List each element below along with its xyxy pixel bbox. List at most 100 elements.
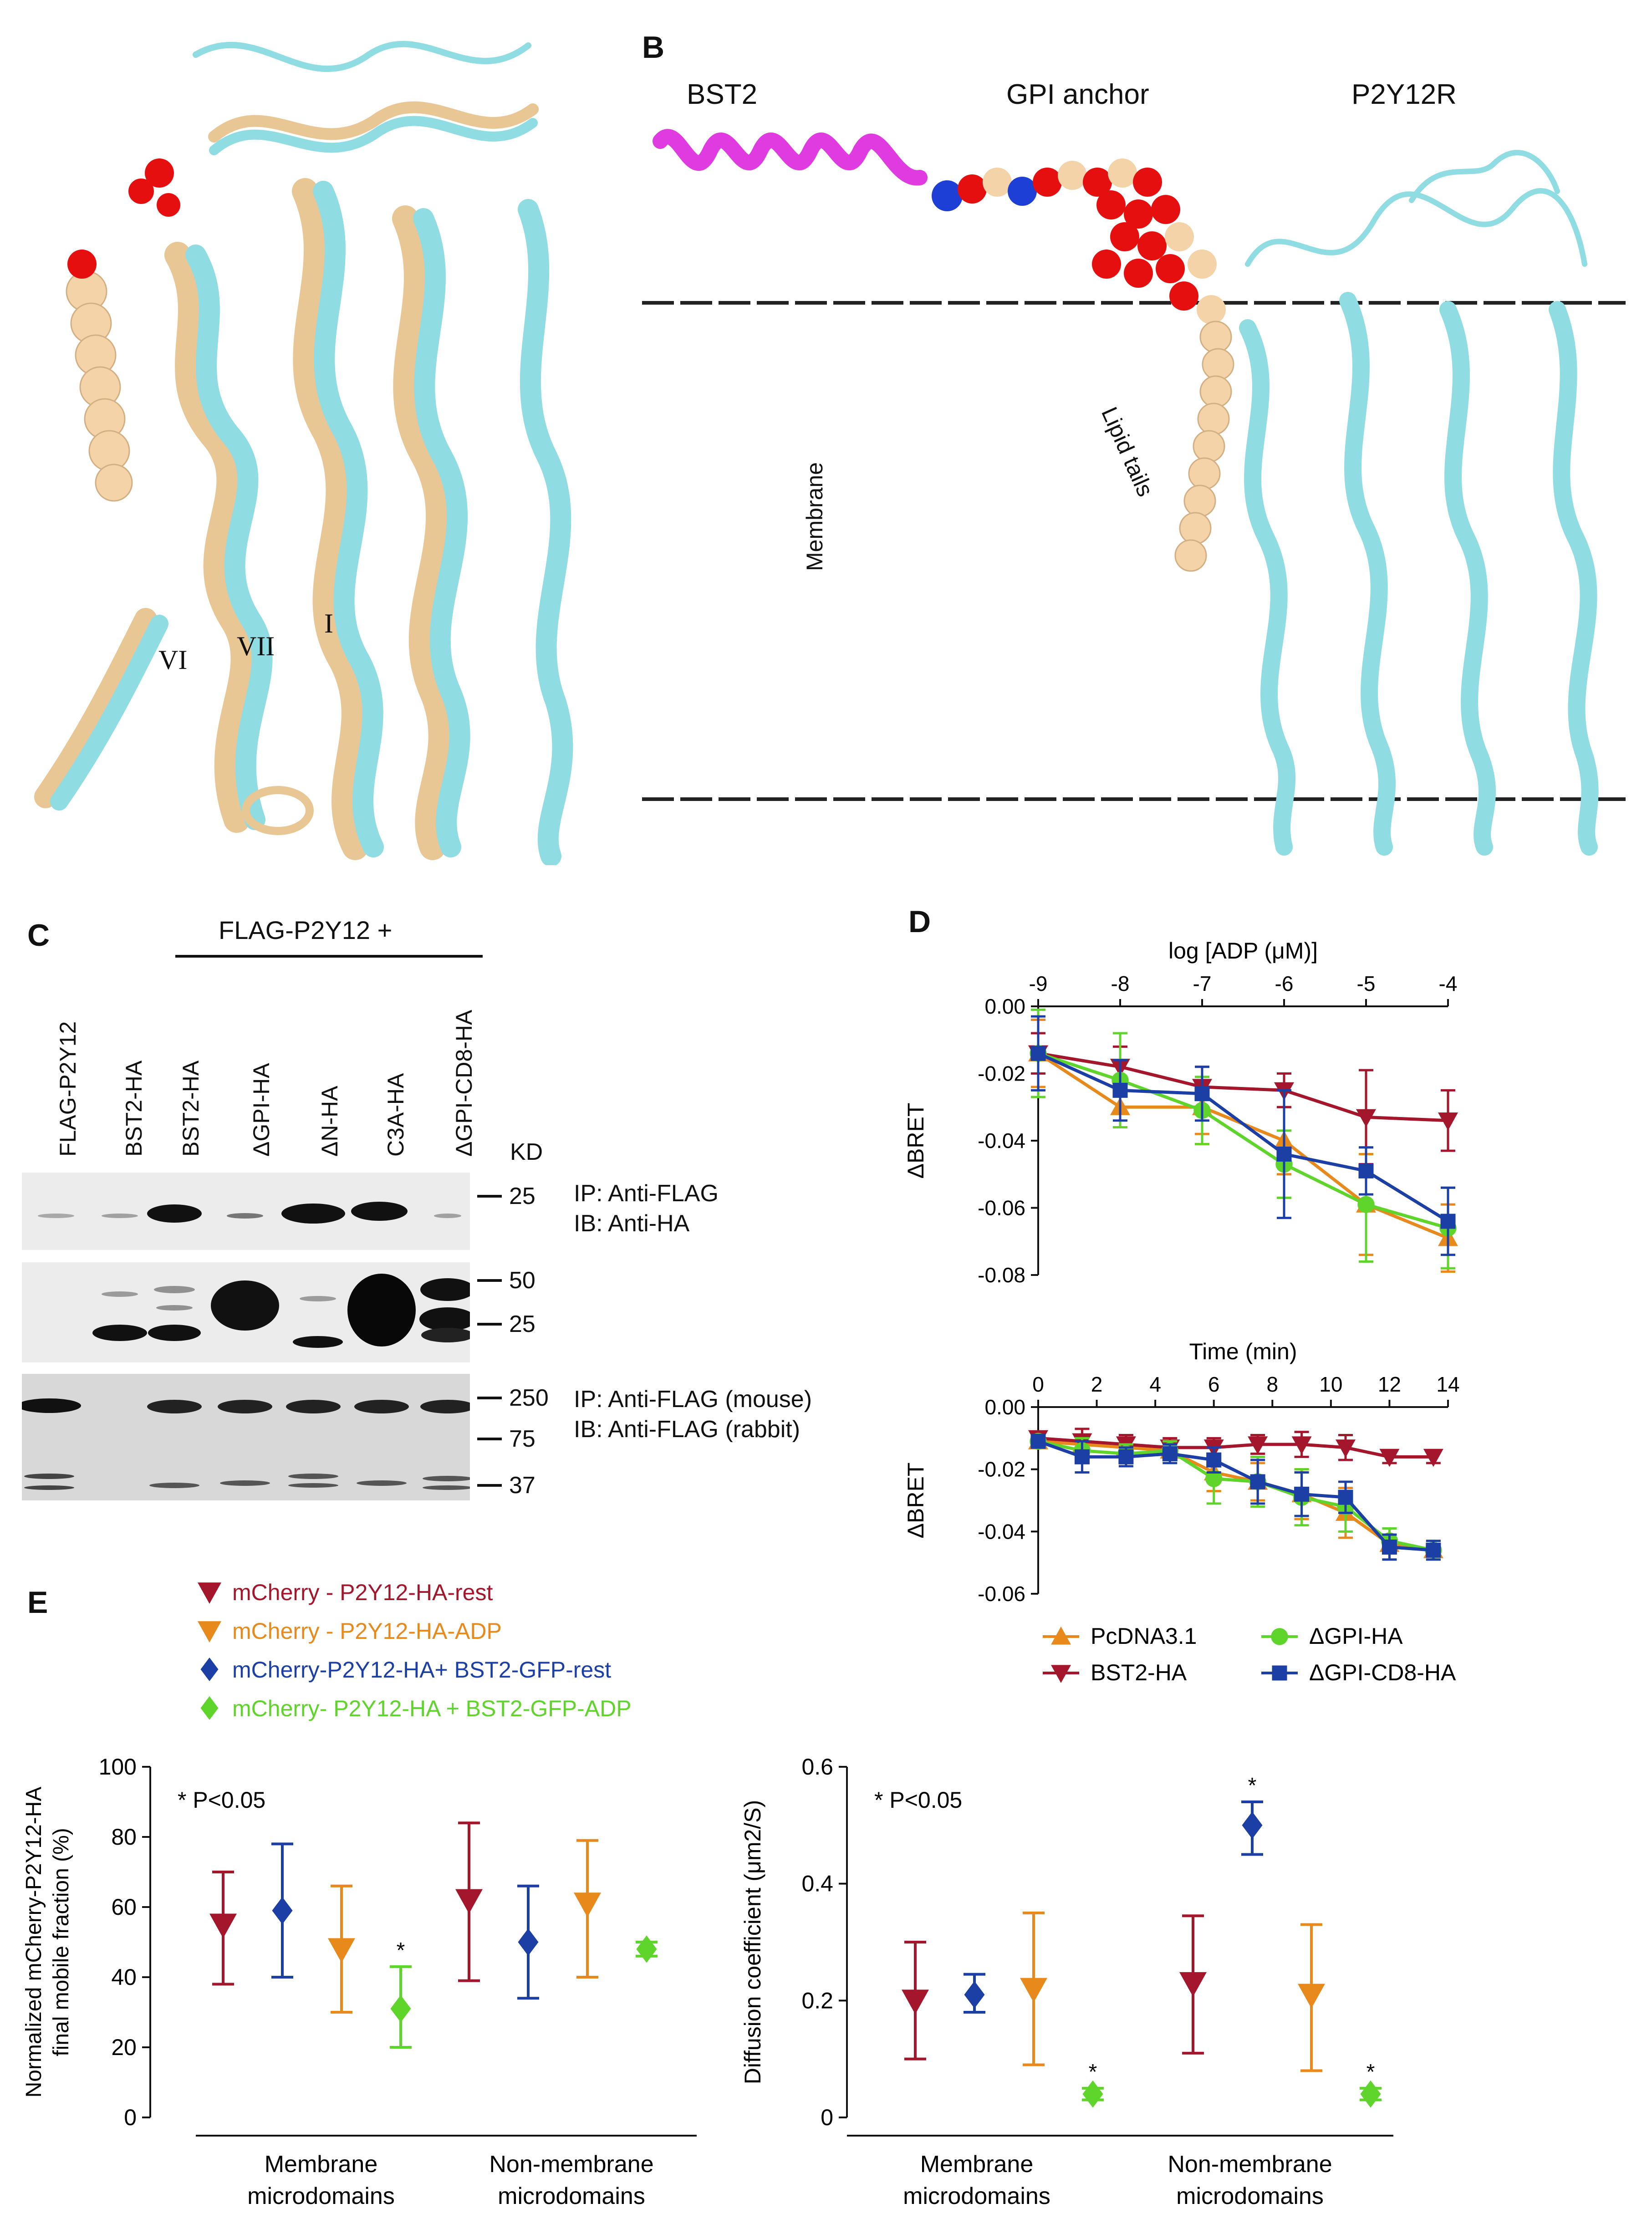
data-point xyxy=(209,1913,237,1938)
group-label: microdomains xyxy=(247,2183,395,2209)
panel-c-letter: C xyxy=(27,918,50,953)
y-tick-label: -0.02 xyxy=(978,1458,1025,1481)
blot-lysate-ha xyxy=(22,1262,476,1362)
legend-label: mCherry - P2Y12-HA-rest xyxy=(232,1580,493,1605)
data-point xyxy=(1250,1474,1265,1489)
data-point xyxy=(1248,1436,1268,1454)
legend-label: ΔGPI-HA xyxy=(1309,1623,1403,1649)
data-point xyxy=(1074,1449,1090,1464)
data-point xyxy=(964,1981,985,2009)
data-point xyxy=(390,1995,411,2023)
y-tick-label: -0.08 xyxy=(978,1263,1025,1287)
blot-ip-flag-ib-flag xyxy=(17,1374,475,1500)
data-point xyxy=(1179,1972,1207,1997)
blot3-ib-line: IB: Anti-FLAG (rabbit) xyxy=(574,1416,801,1443)
lane-label: ΔGPI-HA xyxy=(249,1063,274,1157)
data-point xyxy=(1357,1196,1375,1213)
kd-tick xyxy=(477,1397,502,1399)
data-point xyxy=(1162,1446,1178,1461)
data-point xyxy=(1112,1082,1128,1098)
y-tick-label: -0.04 xyxy=(978,1520,1025,1543)
y-tick-label: 60 xyxy=(111,1894,137,1920)
lane-label: FLAG-P2Y12 xyxy=(55,1021,81,1157)
membrane-label: Membrane xyxy=(802,462,827,571)
y-tick-label: -0.02 xyxy=(978,1062,1025,1086)
x-tick-label: 2 xyxy=(1091,1372,1103,1396)
data-point xyxy=(1082,2080,1103,2108)
legend-label: ΔGPI-CD8-HA xyxy=(1309,1660,1456,1685)
kd-label-value: 37 xyxy=(509,1472,535,1499)
y-tick-label: 0 xyxy=(821,2105,833,2130)
y-tick-label: 20 xyxy=(111,2035,137,2060)
helix-label-i: I xyxy=(324,608,333,638)
x-tick-label: -7 xyxy=(1193,972,1212,995)
data-point xyxy=(1030,1046,1046,1061)
blot1-ib-line: IB: Anti-HA xyxy=(574,1210,690,1237)
x-tick-label: -5 xyxy=(1357,972,1376,995)
panel-d-letter: D xyxy=(908,904,931,939)
y-axis-title: ΔBRET xyxy=(903,1463,928,1539)
data-point xyxy=(1291,1436,1312,1454)
series-line xyxy=(1038,1439,1434,1552)
legend-marker xyxy=(200,1696,219,1720)
kd-label-value: 25 xyxy=(509,1311,535,1337)
x-tick-label: 6 xyxy=(1208,1372,1220,1396)
y-tick-label: -0.06 xyxy=(978,1582,1025,1606)
legend-label: mCherry - P2Y12-HA-ADP xyxy=(232,1618,502,1644)
data-point xyxy=(1438,1112,1458,1131)
data-point xyxy=(1030,1433,1046,1449)
kd-label: KD xyxy=(510,1139,543,1165)
x-tick-label: 0 xyxy=(1032,1372,1044,1396)
kd-tick xyxy=(477,1195,502,1198)
panel-a-structure-image xyxy=(23,0,601,865)
group-label: microdomains xyxy=(1176,2183,1324,2209)
y-tick-label: 100 xyxy=(99,1754,137,1780)
x-tick-label: 12 xyxy=(1378,1372,1401,1396)
legend-marker xyxy=(198,1621,221,1642)
lane-label: BST2-HA xyxy=(121,1060,147,1157)
series-line xyxy=(1037,1439,1434,1552)
kd-label-value: 250 xyxy=(509,1385,549,1411)
significance-star: * xyxy=(1089,2060,1097,2084)
data-point xyxy=(518,1928,539,1956)
series-line xyxy=(1038,1436,1433,1459)
x-tick-label: 8 xyxy=(1266,1372,1278,1396)
y-tick-label: 0.4 xyxy=(801,1871,833,1897)
y-tick-label: 80 xyxy=(111,1824,137,1850)
group-label: Non-membrane xyxy=(1168,2151,1332,2178)
data-point xyxy=(1276,1147,1292,1162)
data-point xyxy=(1242,1811,1263,1839)
data-point xyxy=(574,1892,601,1918)
group-label: Membrane xyxy=(265,2151,378,2178)
legend-marker xyxy=(1051,1665,1071,1683)
legend-marker xyxy=(1271,1628,1288,1645)
legend-marker xyxy=(1051,1627,1071,1645)
data-point xyxy=(1205,1470,1223,1487)
y-axis-title: ΔBRET xyxy=(903,1103,928,1179)
lane-label: C3A-HA xyxy=(383,1073,408,1157)
data-point xyxy=(1020,1978,1047,2003)
y-tick-label: 0.6 xyxy=(801,1754,833,1780)
data-point xyxy=(328,1938,355,1963)
data-point xyxy=(1294,1486,1310,1502)
data-point xyxy=(455,1889,483,1914)
y-tick-label: 0.00 xyxy=(984,995,1025,1018)
y-axis-title: Diffusion coefficient (μm2/S) xyxy=(740,1800,765,2084)
lane-label: ΔGPI-CD8-HA xyxy=(451,1010,477,1157)
y-tick-label: 40 xyxy=(111,1964,137,1990)
helix-label-vii: VII xyxy=(237,631,275,661)
chart-e-legend: mCherry - P2Y12-HA-rest mCherry - P2Y12-H… xyxy=(198,1580,632,1721)
group-label: Membrane xyxy=(920,2151,1034,2178)
series-line xyxy=(1037,1052,1449,1223)
data-point xyxy=(1336,1439,1356,1458)
x-tick-label: -9 xyxy=(1029,972,1048,995)
helix-label-vi: VI xyxy=(158,645,188,675)
legend-label: mCherry-P2Y12-HA+ BST2-GFP-rest xyxy=(232,1657,611,1683)
x-tick-label: -6 xyxy=(1275,972,1294,995)
kd-tick xyxy=(477,1438,502,1440)
legend-label: mCherry- P2Y12-HA + BST2-GFP-ADP xyxy=(232,1696,632,1721)
data-point xyxy=(1358,1163,1374,1178)
y-axis-title: Normalized mCherry-P2Y12-HA xyxy=(22,1787,46,2098)
significance-star: * xyxy=(397,1938,405,1963)
lane-label: BST2-HA xyxy=(178,1060,204,1157)
